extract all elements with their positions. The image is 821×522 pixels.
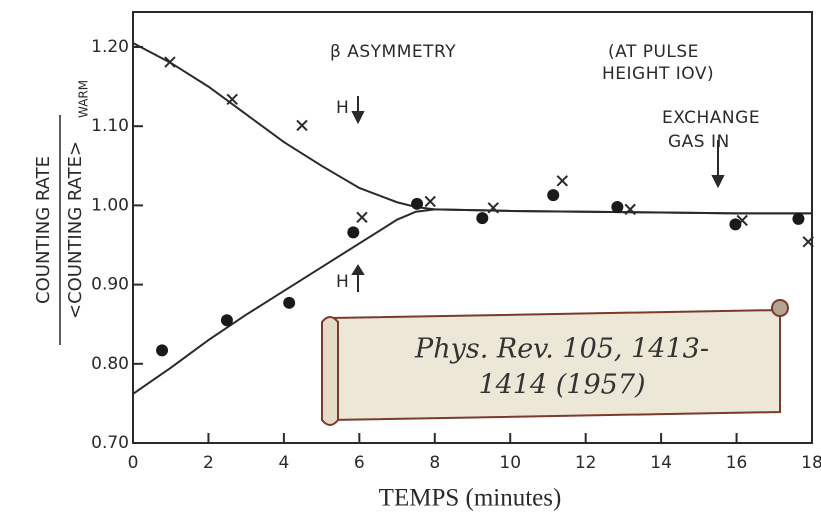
x-tick-label: 8 <box>429 453 440 473</box>
y-tick-label: 0.90 <box>91 275 129 295</box>
x-tick-label: 14 <box>650 453 672 473</box>
annotation: EXCHANGE <box>662 108 760 128</box>
x-label: TEMPS (minutes) <box>379 485 562 512</box>
x-point <box>164 56 176 68</box>
dot-point <box>729 218 742 231</box>
x-tick-label: 10 <box>499 453 521 473</box>
annotation: H <box>336 98 349 118</box>
y-tick-label: 0.80 <box>91 354 129 374</box>
x-point <box>296 119 308 132</box>
dot-point <box>611 200 624 213</box>
annotation: (AT PULSE <box>608 42 699 62</box>
x-point <box>624 203 636 216</box>
plot-frame <box>132 11 813 444</box>
y-tick-label: 1.10 <box>91 116 129 136</box>
x-tick-label: 18 <box>801 453 821 473</box>
dot-point <box>792 212 805 225</box>
x-point <box>424 195 436 208</box>
x-point <box>556 175 568 187</box>
y-label: COUNTING RATE <COUNTING RATE> WARM <box>33 80 91 345</box>
citation-scroll: Phys. Rev. 105, 1413- 1414 (1957) <box>321 299 789 426</box>
x-tick-label: 4 <box>278 453 289 473</box>
x-tick-label: 6 <box>354 453 365 473</box>
dot-point <box>547 189 560 202</box>
citation: Phys. Rev. 105, 1413- <box>414 334 709 365</box>
x-tick-label: 16 <box>726 453 748 473</box>
x-tick-label: 2 <box>203 453 214 473</box>
annotation: β ASYMMETRY <box>330 42 456 62</box>
citation: 1414 (1957) <box>478 370 645 401</box>
annotation: HEIGHT IOV) <box>602 64 714 84</box>
annotation: GAS IN <box>668 132 730 152</box>
dot-point <box>156 344 169 357</box>
x-point <box>802 236 814 248</box>
annotation: H <box>336 272 349 292</box>
x-tick-label: 0 <box>128 453 139 473</box>
x-point <box>356 211 368 223</box>
curve <box>132 208 812 395</box>
dot-point <box>347 226 360 239</box>
y-label-numerator: COUNTING RATE <box>33 156 54 304</box>
y-label-subscript: WARM <box>77 80 91 118</box>
dot-point <box>476 212 489 225</box>
y-tick-label: 1.20 <box>91 37 129 57</box>
dot-point <box>283 296 296 309</box>
dot-point <box>411 197 424 210</box>
y-tick-label: 0.70 <box>91 433 129 453</box>
arrows <box>351 96 725 292</box>
dot-point <box>220 314 233 327</box>
x-point <box>487 202 499 214</box>
x-tick-label: 12 <box>575 453 597 473</box>
x-point <box>226 93 238 105</box>
y-label-denominator: <COUNTING RATE> <box>65 141 86 319</box>
y-tick-label: 1.00 <box>91 195 129 215</box>
